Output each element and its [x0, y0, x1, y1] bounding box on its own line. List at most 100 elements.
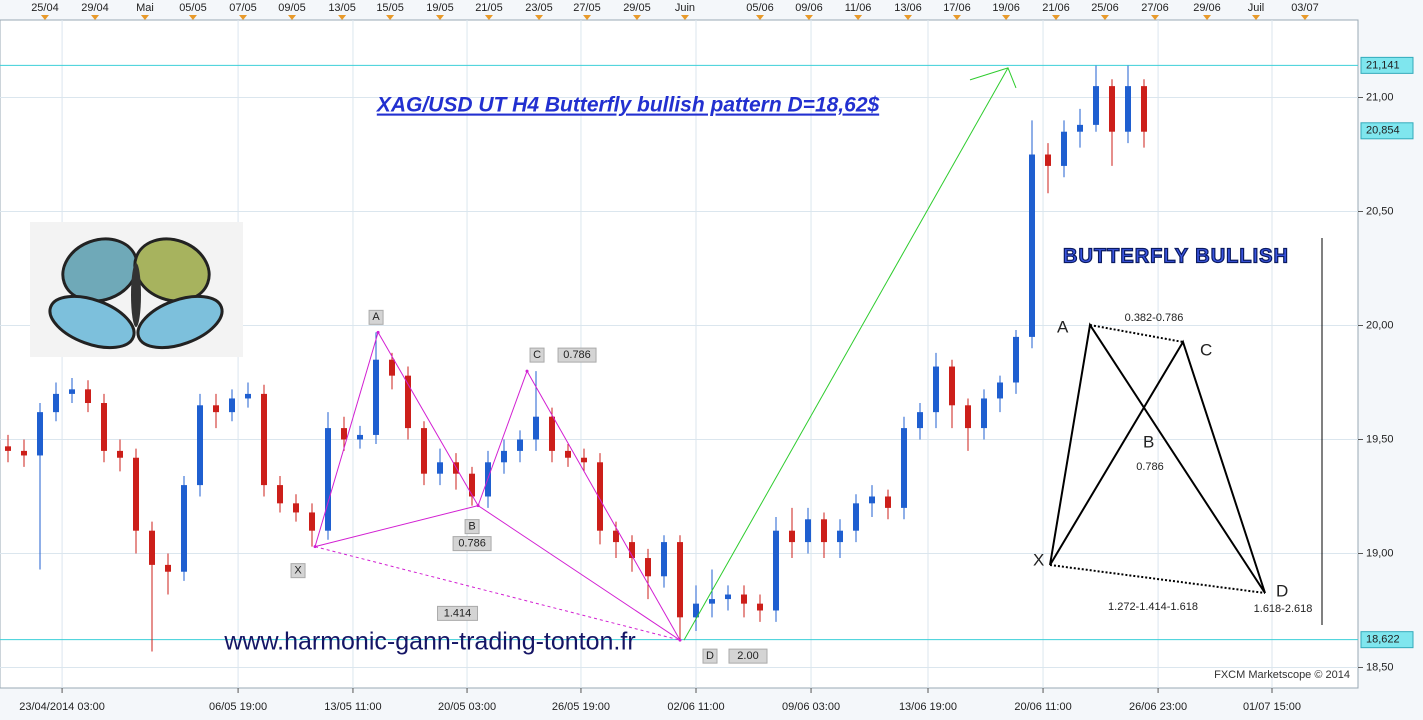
- pattern-leg: [314, 505, 479, 548]
- pattern-point: [476, 504, 480, 508]
- pattern-label-box: [464, 519, 480, 535]
- pattern-point: [313, 545, 317, 549]
- candle-body: [693, 603, 699, 618]
- top-date-marker: [1252, 15, 1260, 20]
- candle-body: [85, 389, 91, 404]
- arrow-head: [969, 67, 1017, 89]
- candle-body: [949, 366, 955, 406]
- candle-body: [5, 446, 11, 451]
- candle-body: [357, 434, 363, 440]
- diagram-title: BUTTERFLY BULLISH: [1063, 245, 1289, 267]
- pattern-ratio: 1.414: [444, 607, 472, 619]
- x-tick-label: 23/04/2014 03:00: [19, 701, 105, 713]
- pattern-ratio-box: [437, 605, 479, 621]
- y-tick-label: 20,50: [1366, 205, 1394, 217]
- candle-body: [1109, 86, 1115, 132]
- top-date-marker: [1052, 15, 1060, 20]
- candle-body: [69, 389, 75, 394]
- candle-body: [645, 558, 651, 577]
- top-date-marker: [1151, 15, 1160, 20]
- diagram-point: C: [1200, 340, 1212, 359]
- pattern-ratio-box: [452, 536, 492, 552]
- pattern-leg: [526, 370, 681, 641]
- pattern-point: [376, 330, 380, 334]
- top-date-marker: [854, 15, 863, 20]
- top-date-label: 05/05: [179, 2, 207, 14]
- candle-body: [1029, 154, 1035, 337]
- candle-body: [821, 519, 827, 543]
- pattern-label: X: [294, 565, 302, 577]
- y-tick-label: 18,50: [1366, 661, 1394, 673]
- top-date-label: 19/05: [426, 2, 454, 14]
- candle-body: [117, 450, 123, 458]
- candle-body: [373, 359, 379, 435]
- pattern-label: A: [372, 311, 380, 323]
- top-date-label: 29/06: [1193, 2, 1221, 14]
- marks: [0, 64, 1358, 652]
- pattern-leg: [477, 505, 681, 641]
- top-date-marker: [338, 15, 347, 20]
- candle-body: [181, 485, 187, 572]
- x-tick-label: 09/06 03:00: [782, 701, 840, 713]
- candle-body: [629, 542, 635, 559]
- top-date-label: 23/05: [525, 2, 553, 14]
- top-date-marker: [91, 15, 100, 20]
- top-date-label: Juil: [1248, 2, 1265, 14]
- pattern-ratio: 0.786: [458, 538, 486, 550]
- candle-body: [165, 564, 171, 572]
- pattern-ratio-box: [728, 648, 768, 664]
- candle-body: [1045, 154, 1051, 166]
- candle-body: [421, 428, 427, 474]
- butterfly-icon: [30, 222, 243, 357]
- candle-body: [917, 412, 923, 429]
- y-tick-label: 20,00: [1366, 319, 1394, 331]
- candle-body: [1013, 336, 1019, 383]
- candle-body: [741, 594, 747, 604]
- top-date-label: 13/06: [894, 2, 922, 14]
- diagram-point: D: [1276, 581, 1288, 600]
- candle-body: [885, 496, 891, 508]
- x-tick-label: 01/07 15:00: [1243, 701, 1301, 713]
- candle-body: [1093, 86, 1099, 125]
- candle-body: [805, 519, 811, 543]
- top-date-marker: [484, 15, 493, 20]
- y-tick-label: 19,50: [1366, 433, 1394, 445]
- candle-body: [293, 503, 299, 513]
- diagram-point: A: [1057, 317, 1069, 336]
- diagram-point: X: [1033, 550, 1044, 569]
- top-date-label: Mai: [136, 2, 154, 14]
- top-date-label: 13/05: [328, 2, 356, 14]
- top-date-label: 29/04: [81, 2, 109, 14]
- diagram-point: B: [1143, 432, 1154, 451]
- pattern-label-box: [529, 347, 545, 363]
- top-date-marker: [804, 15, 813, 20]
- top-date-label: 25/06: [1091, 2, 1119, 14]
- top-date-label: 21/06: [1042, 2, 1070, 14]
- top-date-label: 05/06: [746, 2, 774, 14]
- pattern-leg: [477, 370, 528, 506]
- candle-body: [437, 462, 443, 474]
- top-date-marker: [756, 15, 764, 20]
- candle-body: [933, 366, 939, 413]
- candle-body: [1141, 86, 1147, 132]
- x-tick-label: 13/06 19:00: [899, 701, 957, 713]
- candle-body: [773, 530, 779, 611]
- top-date-label: 29/05: [623, 2, 651, 14]
- pattern-leg: [377, 332, 479, 506]
- top-date-marker: [632, 15, 641, 20]
- top-date-marker: [680, 15, 689, 20]
- candle-body: [469, 473, 475, 497]
- candle-body: [389, 359, 395, 376]
- pattern-label-box: [702, 648, 718, 664]
- candle-body: [101, 403, 107, 451]
- candle-body: [1077, 124, 1083, 132]
- candle-body: [405, 375, 411, 429]
- candle-body: [501, 450, 507, 463]
- candle-body: [965, 405, 971, 429]
- candle-body: [789, 530, 795, 543]
- pattern-ratio: 0.786: [563, 349, 591, 361]
- last-price-label: 20,854: [1366, 125, 1400, 137]
- candle-body: [757, 603, 763, 611]
- top-date-label: Juin: [675, 2, 695, 14]
